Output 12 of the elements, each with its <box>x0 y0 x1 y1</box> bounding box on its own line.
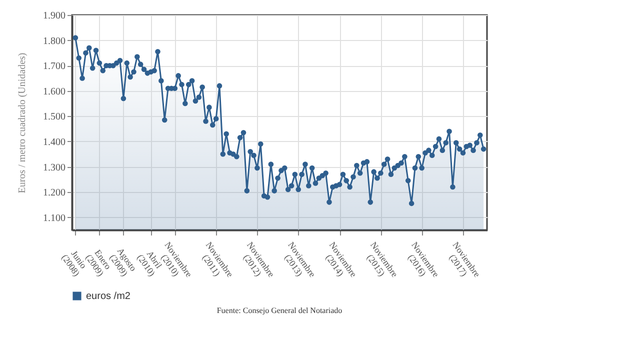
y-tick-label: 1.400 <box>43 136 66 148</box>
y-tick-label: 1.500 <box>43 112 66 123</box>
y-tick-label: 1.600 <box>43 86 66 98</box>
y-tick-label: 1.200 <box>43 188 66 199</box>
y-tick-label: 1.100 <box>43 212 66 224</box>
source-note: Fuente: Consejo General del Notariado <box>216 306 342 315</box>
y-tick-label: 1.700 <box>43 61 66 72</box>
y-tick-label: 1.900 <box>43 10 66 22</box>
y-axis-title: Euros / metro cuadrado (Unidades) <box>17 52 28 194</box>
y-tick-label: 1.800 <box>43 36 66 47</box>
y-tick-label: 1.300 <box>43 162 66 174</box>
legend-label: euros /m2 <box>86 291 131 302</box>
